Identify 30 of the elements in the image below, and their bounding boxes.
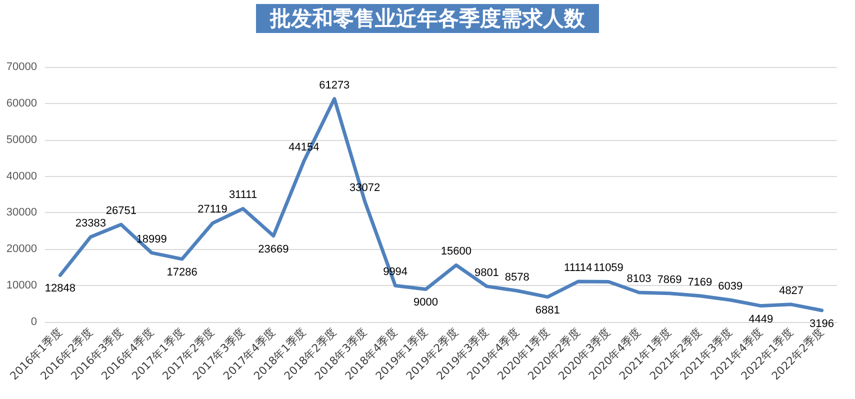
data-label: 6881 [535,304,560,316]
data-label: 9801 [474,266,499,279]
data-label: 11114 [564,262,592,274]
data-label: 8103 [626,272,652,285]
data-label: 23383 [75,217,106,230]
y-tick-label: 0 [30,316,37,328]
data-label: 11059 [594,262,624,274]
y-tick-label: 30000 [6,206,37,219]
data-label: 4827 [779,284,804,297]
y-tick-label: 20000 [6,243,37,256]
y-tick-label: 60000 [6,97,37,110]
data-label: 7869 [657,274,682,286]
data-label: 6039 [718,280,743,292]
data-label: 9000 [414,296,438,309]
data-label: 4449 [748,313,774,326]
y-tick-label: 10000 [6,280,37,292]
data-label: 12848 [44,282,76,295]
data-label: 8578 [504,271,530,284]
data-label: 17286 [166,266,198,279]
data-label: 31111 [228,189,258,202]
data-label: 27119 [198,204,228,216]
y-tick-label: 40000 [6,170,37,182]
data-label: 7169 [688,276,712,288]
data-label: 15600 [440,246,472,258]
data-label: 26751 [106,205,136,218]
chart-title: 批发和零售业近年各季度需求人数 [269,6,586,30]
data-label: 61273 [319,79,350,92]
y-tick-label: 50000 [6,134,37,146]
data-label: 23669 [258,243,289,256]
y-tick-label: 70000 [6,61,37,73]
